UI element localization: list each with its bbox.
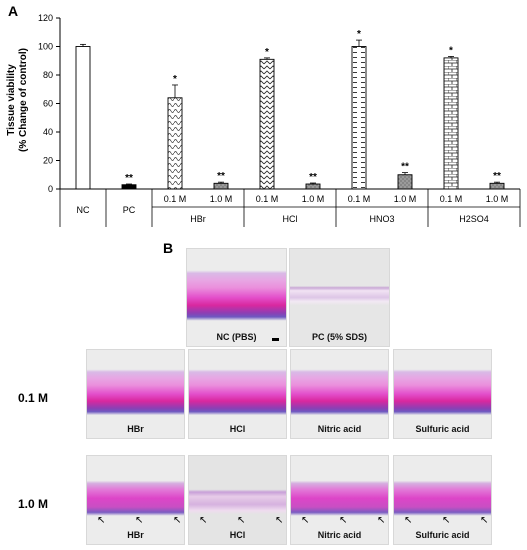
- group-label: HBr: [190, 214, 206, 224]
- bar-chart: A Tissue viability (% Change of control)…: [6, 3, 521, 227]
- arrow-icon: ↖: [301, 515, 310, 526]
- y-axis-label-line1: Tissue viability: [6, 64, 17, 136]
- micrograph-caption: HCl: [229, 424, 246, 434]
- scale-bar: [272, 338, 279, 341]
- bar: [443, 57, 459, 190]
- group-label: PC: [123, 205, 136, 215]
- y-axis-label-line2: (% Change of control): [18, 48, 29, 152]
- significance-marker: **: [125, 173, 133, 184]
- panel-a-letter: A: [8, 3, 18, 19]
- micrograph-caption: PC (5% SDS): [311, 332, 367, 342]
- bars: **************: [75, 29, 505, 190]
- micrograph: PC (5% SDS): [289, 248, 390, 347]
- bar: [75, 46, 91, 190]
- arrow-icon: ↖: [275, 515, 284, 526]
- group-label: HCl: [283, 214, 298, 224]
- concentration-label: 0.1 M: [348, 194, 371, 204]
- y-tick-label: 100: [38, 42, 53, 52]
- concentration-label: 0.1 M: [164, 194, 187, 204]
- y-tick-label: 80: [43, 70, 53, 80]
- micrograph: Nitric acid ↖ ↖ ↖: [290, 455, 389, 545]
- y-tick-label: 0: [48, 184, 53, 194]
- arrow-icon: ↖: [237, 515, 246, 526]
- bar: [397, 174, 413, 190]
- micrograph: HBr ↖ ↖ ↖: [86, 455, 185, 545]
- concentration-row-label: 1.0 M: [18, 497, 49, 511]
- micrograph-caption: HBr: [127, 424, 144, 434]
- arrow-icon: ↖: [199, 515, 208, 526]
- arrow-icon: ↖: [173, 515, 182, 526]
- bar: [121, 184, 137, 190]
- concentration-label: 0.1 M: [440, 194, 463, 204]
- concentration-label: 1.0 M: [210, 194, 233, 204]
- micrograph-caption: Nitric acid: [317, 530, 362, 540]
- concentration-label: 1.0 M: [302, 194, 325, 204]
- significance-marker: **: [309, 172, 317, 183]
- y-tick-label: 20: [43, 156, 53, 166]
- micrograph: Sulfuric acid ↖ ↖ ↖: [393, 455, 492, 545]
- arrow-icon: ↖: [404, 515, 413, 526]
- y-tick-label: 120: [38, 13, 53, 23]
- micrograph-caption: Sulfuric acid: [415, 424, 470, 434]
- micrograph: Nitric acid: [290, 349, 389, 439]
- micrograph-caption: Sulfuric acid: [415, 530, 470, 540]
- category-table: 0.1 M 1.0 M 0.1 M 1.0 M 0.1 M 1.0 M 0.1 M 1.0 M…: [59, 188, 521, 227]
- significance-marker: *: [357, 29, 361, 40]
- bar: [213, 182, 229, 190]
- y-tick-label: 40: [43, 127, 53, 137]
- arrow-icon: ↖: [135, 515, 144, 526]
- group-label: NC: [77, 205, 90, 215]
- significance-marker: *: [449, 45, 453, 56]
- significance-marker: **: [493, 171, 501, 182]
- y-tick-label: 60: [43, 99, 53, 109]
- micrograph-caption: HBr: [127, 530, 144, 540]
- concentration-label: 1.0 M: [486, 194, 509, 204]
- micrograph-caption: Nitric acid: [317, 424, 362, 434]
- panel-b-letter: B: [163, 240, 174, 256]
- concentration-label: 1.0 M: [394, 194, 417, 204]
- arrow-icon: ↖: [339, 515, 348, 526]
- group-label: H2SO4: [459, 214, 489, 224]
- concentration-row-label: 0.1 M: [18, 391, 49, 405]
- bar: [489, 182, 505, 190]
- significance-marker: **: [217, 171, 225, 182]
- significance-marker: *: [173, 74, 177, 85]
- arrow-icon: ↖: [442, 515, 451, 526]
- significance-marker: *: [265, 47, 269, 58]
- y-axis: 0 20 40 60 80 100 120: [38, 13, 61, 194]
- micrograph: HCl ↖ ↖ ↖: [188, 455, 287, 545]
- bar: [305, 183, 321, 190]
- group-label: HNO3: [369, 214, 394, 224]
- micrograph: Sulfuric acid: [393, 349, 492, 439]
- arrow-icon: ↖: [480, 515, 489, 526]
- concentration-label: 0.1 M: [256, 194, 279, 204]
- micrograph: HCl: [188, 349, 287, 439]
- micrograph: NC (PBS): [186, 248, 287, 347]
- significance-marker: **: [401, 162, 409, 173]
- bar: [259, 58, 275, 190]
- micrograph-caption: HCl: [229, 530, 246, 540]
- bar: [351, 46, 367, 190]
- arrow-icon: ↖: [377, 515, 386, 526]
- arrow-icon: ↖: [97, 515, 106, 526]
- bar: [167, 97, 183, 190]
- micrograph: HBr: [86, 349, 185, 439]
- micrograph-caption: NC (PBS): [216, 332, 257, 342]
